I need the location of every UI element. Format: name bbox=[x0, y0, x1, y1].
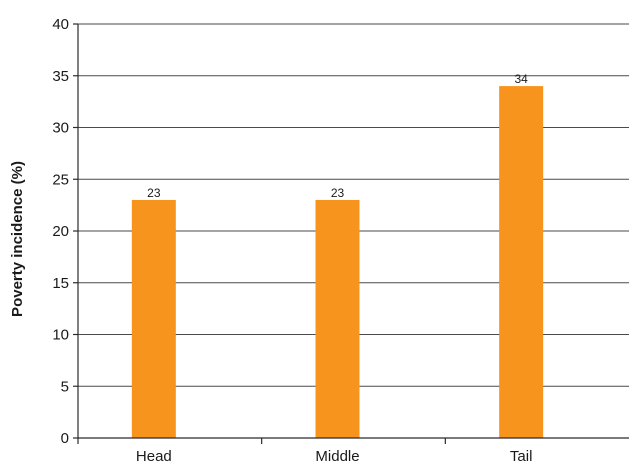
y-axis-title: Poverty incidence (%) bbox=[9, 161, 26, 317]
y-tick-label: 40 bbox=[52, 16, 69, 33]
y-tick-label: 30 bbox=[52, 120, 69, 137]
bars bbox=[131, 86, 544, 438]
y-tick-label: 20 bbox=[52, 223, 69, 240]
y-tick-label: 0 bbox=[61, 430, 69, 447]
axes bbox=[73, 23, 629, 444]
y-tick-label: 5 bbox=[61, 378, 69, 395]
labels: 0 5 10 15 20 25 30 35 40 23 Head 23 Middle 34 Tail bbox=[52, 16, 532, 465]
y-tick-label: 15 bbox=[52, 275, 69, 292]
y-tick-label: 10 bbox=[52, 327, 69, 344]
x-category-label: Tail bbox=[510, 448, 533, 465]
y-tick-label: 35 bbox=[52, 68, 69, 85]
bar-head bbox=[131, 199, 176, 438]
data-label: 34 bbox=[514, 72, 528, 86]
y-tick-label: 25 bbox=[52, 171, 69, 188]
x-category-label: Middle bbox=[315, 448, 359, 465]
x-category-label: Head bbox=[136, 448, 172, 465]
data-label: 23 bbox=[147, 186, 161, 200]
bar-middle bbox=[315, 199, 360, 438]
bar-tail bbox=[499, 86, 544, 438]
data-label: 23 bbox=[331, 186, 345, 200]
